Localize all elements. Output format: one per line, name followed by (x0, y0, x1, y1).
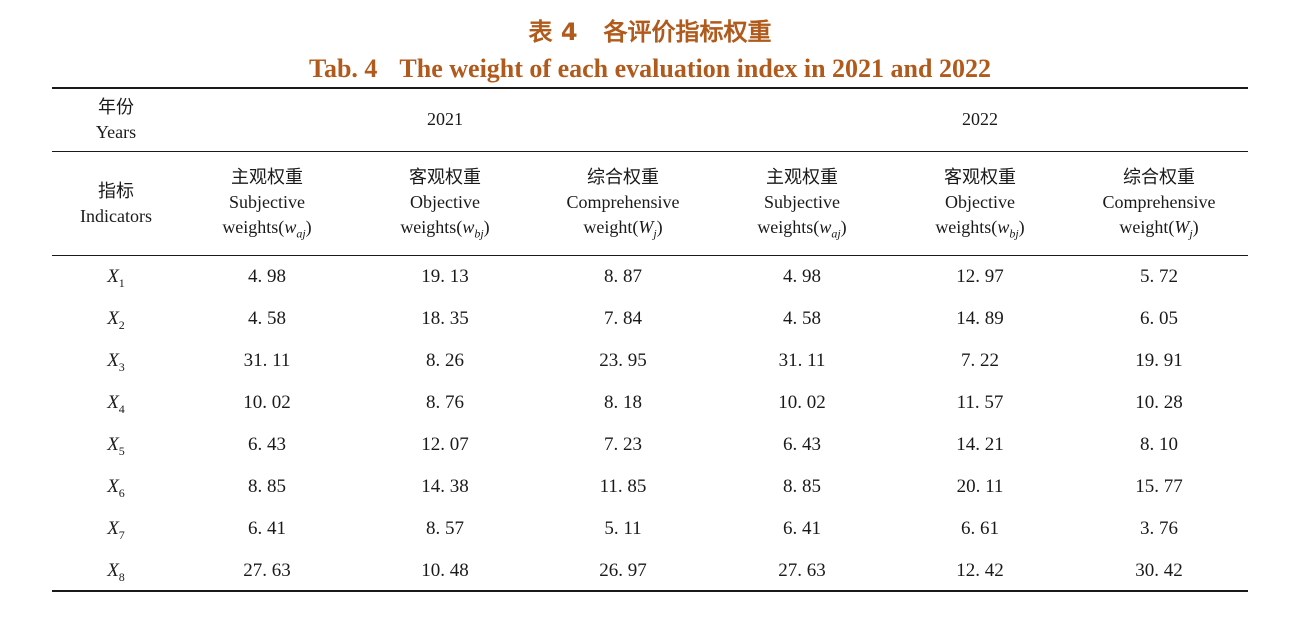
indicator-label: X8 (107, 560, 125, 584)
table-cell: 4. 58 (248, 308, 286, 329)
table-cell: 19. 13 (421, 266, 469, 287)
column-header-en: Comprehensive (1102, 192, 1216, 212)
table-cell: 26. 97 (599, 560, 647, 581)
table-cell: 3. 76 (1140, 518, 1178, 539)
indicator-label: X5 (107, 434, 125, 458)
table-title-cn: 表 4 各评价指标权重 (0, 12, 1300, 47)
table-title-en: Tab. 4 The weight of each evaluation inde… (0, 54, 1300, 84)
table-cell: 8. 85 (783, 476, 821, 497)
table-cell: 8. 10 (1140, 434, 1178, 455)
table-caption-cn: 各评价指标权重 (603, 18, 772, 46)
table-cell: 4. 98 (783, 266, 821, 287)
table-cell: 10. 48 (421, 560, 469, 581)
table-cell: 11. 57 (956, 392, 1004, 413)
column-header-cn: 主观权重 (231, 167, 303, 188)
year-2022: 2022 (962, 109, 998, 129)
indicator-label: X2 (107, 308, 125, 332)
indicator-label: X6 (107, 476, 125, 500)
column-header-weight: weight(Wj) (583, 217, 663, 241)
table-cell: 8. 18 (604, 392, 642, 413)
table-caption-en: The weight of each evaluation index in 2… (399, 54, 991, 83)
table-cell: 19. 91 (1135, 350, 1183, 371)
column-header-weight: weight(Wj) (1119, 217, 1199, 241)
header-divider (52, 151, 1248, 152)
table-cell: 6. 43 (248, 434, 286, 455)
table-cell: 6. 61 (961, 518, 999, 539)
table-cell: 12. 97 (956, 266, 1004, 287)
table-cell: 11. 85 (599, 476, 647, 497)
table-cell: 12. 42 (956, 560, 1004, 581)
column-header-5: 客观权重 Objective weights(wbj) (891, 165, 1069, 247)
table-label-en: Tab. 4 (309, 54, 378, 83)
table-cell: 7. 23 (604, 434, 642, 455)
table-cell: 12. 07 (421, 434, 469, 455)
column-header-en: Objective (945, 192, 1015, 212)
year-label-cn: 年份 (98, 97, 134, 118)
table-cell: 14. 21 (956, 434, 1004, 455)
table-cell: 6. 05 (1140, 308, 1178, 329)
column-header-weight: weights(waj) (757, 217, 847, 241)
table-cell: 30. 42 (1135, 560, 1183, 581)
column-header-cn: 客观权重 (944, 167, 1016, 188)
table-cell: 7. 22 (961, 350, 999, 371)
table-cell: 10. 28 (1135, 392, 1183, 413)
column-header-4: 主观权重 Subjective weights(waj) (713, 165, 891, 247)
top-rule (52, 87, 1248, 89)
table-cell: 7. 84 (604, 308, 642, 329)
column-header-en: Objective (410, 192, 480, 212)
table-cell: 14. 38 (421, 476, 469, 497)
indicator-label: X4 (107, 392, 125, 416)
column-header-weight: weights(waj) (222, 217, 312, 241)
table-cell: 6. 41 (783, 518, 821, 539)
year-header: 年份 Years (52, 95, 180, 145)
table-cell: 8. 26 (426, 350, 464, 371)
table-cell: 4. 98 (248, 266, 286, 287)
column-header-weight: weights(wbj) (400, 217, 490, 241)
indicator-header: 指标 Indicators (52, 179, 180, 229)
indicator-label: X3 (107, 350, 125, 374)
table-cell: 4. 58 (783, 308, 821, 329)
bottom-rule (52, 590, 1248, 592)
year-2021: 2021 (427, 109, 463, 129)
table-cell: 8. 57 (426, 518, 464, 539)
column-header-en: Comprehensive (566, 192, 680, 212)
table-cell: 14. 89 (956, 308, 1004, 329)
table-cell: 31. 11 (243, 350, 291, 371)
table-cell: 31. 11 (778, 350, 826, 371)
column-header-3: 综合权重 Comprehensive weight(Wj) (534, 165, 712, 247)
column-header-cn: 主观权重 (766, 167, 838, 188)
table-cell: 5. 72 (1140, 266, 1178, 287)
column-header-cn: 客观权重 (409, 167, 481, 188)
table-label-cn: 表 4 (528, 18, 578, 46)
table-cell: 23. 95 (599, 350, 647, 371)
table-cell: 8. 76 (426, 392, 464, 413)
indicator-label: X7 (107, 518, 125, 542)
column-header-weight: weights(wbj) (935, 217, 1025, 241)
column-header-1: 主观权重 Subjective weights(waj) (178, 165, 356, 247)
column-header-cn: 综合权重 (1123, 167, 1195, 188)
indicator-label: X1 (107, 266, 125, 290)
table-cell: 10. 02 (778, 392, 826, 413)
table-cell: 8. 87 (604, 266, 642, 287)
table-cell: 10. 02 (243, 392, 291, 413)
indicator-label-cn: 指标 (98, 181, 134, 202)
table-cell: 20. 11 (956, 476, 1004, 497)
column-header-en: Subjective (764, 192, 840, 212)
header-bottom-rule (52, 255, 1248, 256)
year-label-en: Years (95, 122, 137, 142)
table-cell: 27. 63 (243, 560, 291, 581)
column-header-6: 综合权重 Comprehensive weight(Wj) (1070, 165, 1248, 247)
column-header-en: Subjective (229, 192, 305, 212)
table-cell: 5. 11 (604, 518, 642, 539)
table-cell: 8. 85 (248, 476, 286, 497)
table-cell: 6. 41 (248, 518, 286, 539)
table-cell: 15. 77 (1135, 476, 1183, 497)
column-header-cn: 综合权重 (587, 167, 659, 188)
table-cell: 27. 63 (778, 560, 826, 581)
table-cell: 18. 35 (421, 308, 469, 329)
table-cell: 6. 43 (783, 434, 821, 455)
indicator-label-en: Indicators (80, 206, 152, 226)
column-header-2: 客观权重 Objective weights(wbj) (356, 165, 534, 247)
